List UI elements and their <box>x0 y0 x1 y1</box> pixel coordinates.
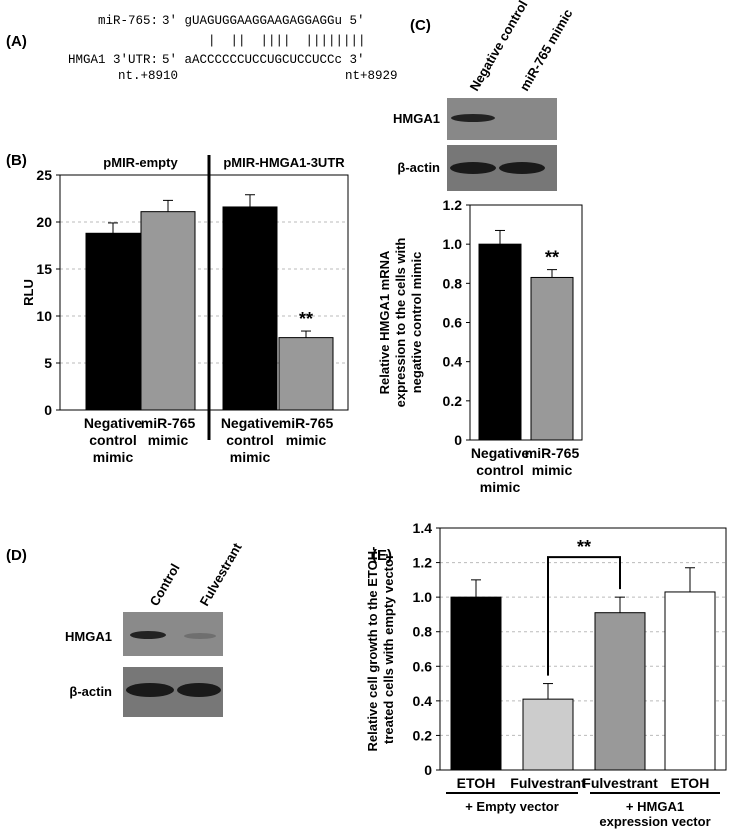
y-axis-label: Relative HMGA1 mRNA <box>377 250 392 394</box>
x-tick-label: Negative <box>471 445 530 461</box>
bar <box>594 612 646 771</box>
x-tick-label: mimic <box>230 449 271 465</box>
blot-band <box>451 114 495 122</box>
x-tick-label: miR-765 <box>279 415 334 431</box>
bar <box>85 232 141 411</box>
panel-label: (B) <box>6 152 27 169</box>
plot-frame <box>59 174 349 411</box>
utr-seq: 5' aACCCCCCUCCUGCUCCUCCc 3' <box>162 53 365 67</box>
blot-band <box>126 683 174 697</box>
x-tick-label: mimic <box>532 462 573 478</box>
blot-row-label: HMGA1 <box>393 111 440 126</box>
y-tick-label: 25 <box>36 167 52 183</box>
utr-label: HMGA1 3'UTR: <box>68 53 158 67</box>
y-tick-label: 20 <box>36 214 52 230</box>
x-tick-label: mimic <box>480 479 521 495</box>
group-label: + HMGA1 <box>626 799 684 814</box>
x-tick-label: Negative <box>84 415 143 431</box>
blot-row-label: HMGA1 <box>65 629 112 644</box>
x-tick-label: control <box>226 432 273 448</box>
y-axis-label: negative control mimic <box>409 252 424 394</box>
bar <box>664 591 716 771</box>
y-tick-label: 15 <box>36 261 52 277</box>
x-tick-label: miR-765 <box>525 445 580 461</box>
x-tick-label: mimic <box>93 449 134 465</box>
blot-lane-label: miR-765 mimic <box>517 7 576 94</box>
y-tick-label: 5 <box>44 355 52 371</box>
group-label: expression vector <box>599 814 710 829</box>
y-axis-label: Relative cell growth to the ETOH- <box>365 547 380 752</box>
blot-band <box>184 633 216 639</box>
x-tick-label: ETOH <box>457 775 496 791</box>
panel-label: (A) <box>6 33 27 50</box>
y-axis-label: expression to the cells with <box>393 238 408 408</box>
blot-band <box>450 162 496 174</box>
group-label: pMIR-HMGA1-3UTR <box>223 155 345 170</box>
y-tick-label: 1.2 <box>413 555 433 571</box>
group-label: pMIR-empty <box>103 155 178 170</box>
x-tick-label: miR-765 <box>141 415 196 431</box>
bar <box>222 206 278 411</box>
y-tick-label: 0.6 <box>413 658 433 674</box>
mirna-label: miR-765: <box>98 14 158 28</box>
panel-label: (C) <box>410 17 431 34</box>
panel-label: (E) <box>372 547 392 564</box>
y-tick-label: 1.2 <box>443 197 463 213</box>
plot-frame <box>439 527 727 771</box>
x-tick-label: control <box>89 432 136 448</box>
y-tick-label: 0.4 <box>443 354 463 370</box>
annotation: ** <box>545 248 559 268</box>
bar <box>140 211 196 411</box>
x-tick-label: mimic <box>286 432 327 448</box>
y-tick-label: 0.8 <box>443 275 463 291</box>
panel-label: (D) <box>6 547 27 564</box>
blot-row-label: β-actin <box>69 684 112 699</box>
bar <box>530 276 574 441</box>
position-start: nt.+8910 <box>118 69 178 83</box>
bar <box>478 243 522 441</box>
y-tick-label: 0 <box>424 762 432 778</box>
annotation: ** <box>299 309 313 329</box>
y-axis-label: treated cells with empty vector <box>381 554 396 744</box>
plot-frame <box>469 204 583 441</box>
mirna-seq: 3' gUAGUGGAAGGAAGAGGAGGu 5' <box>162 14 365 28</box>
y-tick-label: 1.0 <box>413 589 433 605</box>
y-tick-label: 10 <box>36 308 52 324</box>
blot-band <box>499 162 545 174</box>
y-tick-label: 0 <box>454 432 462 448</box>
annotation: ** <box>577 537 591 557</box>
pairing: | || |||| |||||||| <box>208 34 366 48</box>
blot-row-label: β-actin <box>397 160 440 175</box>
y-tick-label: 0.2 <box>443 393 463 409</box>
x-tick-label: control <box>476 462 523 478</box>
y-tick-label: 0.4 <box>413 693 433 709</box>
y-tick-label: 1.4 <box>413 520 433 536</box>
y-tick-label: 1.0 <box>443 236 463 252</box>
significance-bracket <box>547 556 621 676</box>
x-tick-label: mimic <box>148 432 189 448</box>
group-label: + Empty vector <box>465 799 559 814</box>
y-tick-label: 0.6 <box>443 315 463 331</box>
y-tick-label: 0.2 <box>413 727 433 743</box>
y-tick-label: 0 <box>44 402 52 418</box>
blot-band <box>130 631 166 639</box>
bar <box>522 698 574 771</box>
y-axis-label: RLU <box>21 279 36 306</box>
blot-lane-label: Fulvestrant <box>197 540 245 609</box>
x-tick-label: Negative <box>221 415 280 431</box>
blot-lane-label: Control <box>147 561 183 609</box>
bar <box>278 337 334 411</box>
x-tick-label: ETOH <box>671 775 710 791</box>
blot-band <box>177 683 221 697</box>
position-end: nt+8929 <box>345 69 398 83</box>
bar <box>450 596 502 771</box>
x-tick-label: Fulvestrant <box>510 775 586 791</box>
x-tick-label: Fulvestrant <box>582 775 658 791</box>
y-tick-label: 0.8 <box>413 624 433 640</box>
